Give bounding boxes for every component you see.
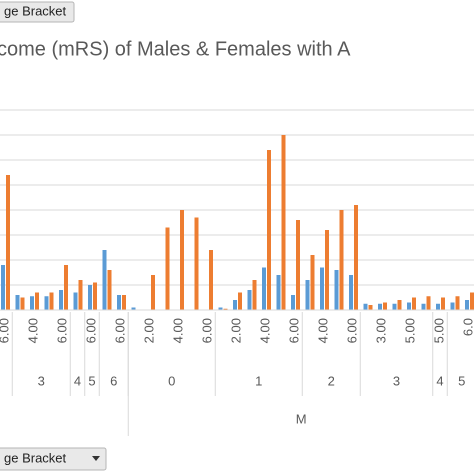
bar [64,265,68,310]
bar [1,265,5,310]
x-tick-label: 6.00 [54,318,69,343]
x-tick-label: 6.00 [199,318,214,343]
filter-button[interactable] [0,447,107,471]
bar [291,295,295,310]
group-label: 0 [168,373,175,388]
chart-title: come (mRS) of Males & Females with A [0,38,351,60]
group-label: 4 [436,373,443,388]
x-tick-label: 2.00 [141,318,156,343]
bar [238,292,242,310]
x-tick-label: 6.00 [0,318,11,343]
group-label: 2 [328,373,335,388]
bar [102,250,107,310]
bar [194,217,199,310]
bar [441,297,445,310]
bar [276,275,281,310]
bar [339,210,344,310]
bar [455,296,460,310]
bar [465,300,469,310]
bar [117,295,121,310]
bar [122,295,126,310]
x-tick-label: 4.00 [257,318,272,343]
outer-group-label: M [296,411,307,426]
group-label: 6 [110,373,117,388]
x-tick-label: 6.00 [344,318,359,343]
x-tick-label: 2.00 [228,318,243,343]
bar [378,303,382,310]
bar [107,270,112,310]
bar [450,302,455,310]
x-tick-label: 6.00 [83,318,98,343]
bar [334,270,339,310]
bar [305,280,310,310]
x-tick-label: 5.00 [402,318,417,343]
x-tick-label: 6.00 [112,318,127,343]
bar [412,297,416,310]
bar [281,135,286,310]
x-tick-label: 4.00 [25,318,40,343]
bar [363,303,368,310]
bar [426,296,431,310]
bar [421,303,426,310]
bar [383,302,387,310]
group-label: 5 [88,373,95,388]
x-tick-label: 5.00 [431,318,446,343]
x-tick-label: 6.00 [286,318,301,343]
bar [78,280,83,310]
bar [233,300,237,310]
group-label: 4 [74,373,81,388]
bar [218,307,223,310]
bar [49,292,54,310]
bar [252,280,257,310]
bar [59,290,63,310]
x-tick-label: 6.0 [460,318,474,336]
group-label: 3 [393,373,400,388]
filter-button-label[interactable]: ge Bracket [4,3,67,18]
bar [131,307,136,310]
bar [73,292,78,310]
bar [397,300,402,310]
bar [267,150,271,310]
bar [35,292,39,310]
x-tick-label: 4.00 [315,318,330,343]
bar [88,285,92,310]
bar [436,303,440,310]
bar [151,275,155,310]
bar [165,227,170,310]
bar [209,250,213,310]
bar [93,282,97,310]
bar [262,267,266,310]
filter-button-label[interactable]: ge Bracket [4,450,67,465]
bar [6,175,10,310]
group-label: 1 [255,373,262,388]
bar [15,295,20,310]
bar [180,210,184,310]
x-tick-label: 4.00 [170,318,185,343]
bar [349,275,353,310]
bar [354,205,358,310]
bar [44,296,49,310]
bar [368,305,373,310]
bar [20,297,25,310]
bar [310,255,315,310]
bar [247,290,252,310]
bar [392,303,397,310]
filter-button[interactable] [0,1,75,23]
dropdown-arrow[interactable] [92,456,100,461]
x-tick-label: 3.00 [373,318,388,343]
bar [470,292,474,310]
group-label: 3 [38,373,45,388]
bar [407,302,411,310]
group-label: 5 [458,373,465,388]
bar [296,220,300,310]
bar [325,230,329,310]
bar [30,296,34,310]
bar [320,267,324,310]
bar [223,308,228,310]
